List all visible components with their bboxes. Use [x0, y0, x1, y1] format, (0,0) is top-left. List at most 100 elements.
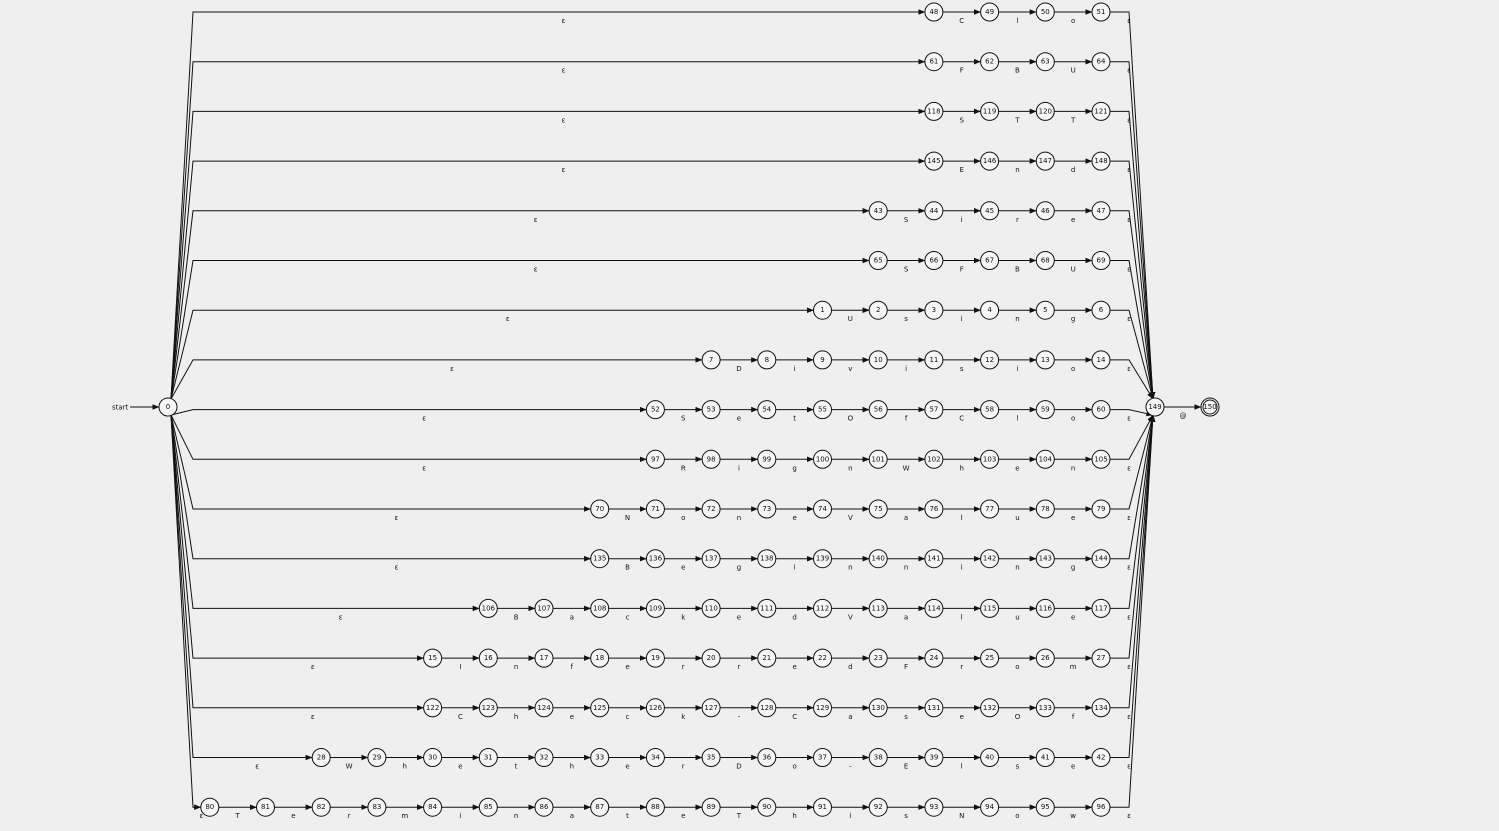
transition-label: i	[459, 812, 461, 820]
state-label: 118	[927, 107, 940, 115]
epsilon-transition-row-9	[170, 414, 647, 463]
transition-label: I	[459, 663, 461, 671]
state-label: 90	[762, 803, 771, 811]
state-node-73: 73	[757, 499, 777, 519]
state-circle	[980, 350, 1000, 370]
state-node-104: 104	[1035, 449, 1055, 469]
epsilon-to-join-label-row-6: ε	[1127, 315, 1131, 323]
state-label: 51	[1097, 8, 1106, 16]
state-label: 120	[1039, 107, 1052, 115]
state-label: 32	[540, 754, 549, 762]
transition-label: C	[458, 713, 463, 721]
state-circle	[701, 449, 721, 469]
state-circle	[645, 499, 665, 519]
state-node-96: 96	[1091, 797, 1111, 817]
state-circle	[1035, 300, 1055, 320]
state-circle	[1035, 101, 1055, 121]
state-circle	[701, 797, 721, 817]
state-node-114: 114	[924, 598, 944, 618]
state-circle	[980, 698, 1000, 718]
state-node-27: 27	[1091, 648, 1111, 668]
state-node-137: 137	[701, 549, 721, 569]
state-node-8: 8	[757, 350, 777, 370]
state-node-24: 24	[924, 648, 944, 668]
epsilon-to-join-row-13	[1110, 414, 1156, 659]
state-circle	[924, 549, 944, 569]
state-node-93: 93	[924, 797, 944, 817]
state-node-121: 121	[1091, 101, 1111, 121]
transition-label: d	[792, 613, 796, 621]
state-node-18: 18	[590, 648, 610, 668]
state-node-7: 7	[701, 350, 721, 370]
state-node-141: 141	[924, 549, 944, 569]
transition-label: U	[1071, 67, 1076, 75]
state-label: 89	[707, 803, 716, 811]
transition-label: f	[1072, 713, 1075, 721]
state-node-76: 76	[924, 499, 944, 519]
transition-label: i	[905, 365, 907, 373]
state-label: 107	[537, 604, 550, 612]
state-circle	[1091, 201, 1111, 221]
state-circle	[980, 748, 1000, 767]
epsilon-transition-row-3	[170, 158, 926, 400]
state-circle	[645, 549, 665, 569]
state-label: 74	[818, 505, 827, 513]
state-circle	[1035, 748, 1055, 767]
state-node-100: 100	[813, 449, 832, 469]
transition-label: e	[737, 415, 741, 423]
state-label: 99	[762, 455, 771, 463]
state-circle	[590, 648, 610, 668]
state-circle	[980, 52, 1000, 72]
state-label: 2	[876, 306, 880, 314]
transition-label: d	[1071, 166, 1075, 174]
state-node-52: 52	[645, 400, 665, 420]
state-circle	[1035, 52, 1055, 72]
state-node-37: 37	[813, 748, 832, 767]
state-node-98: 98	[701, 449, 721, 469]
transition-label: g	[792, 464, 796, 472]
transition-label: F	[904, 663, 908, 671]
state-node-53: 53	[701, 400, 721, 420]
state-label: 22	[818, 654, 827, 662]
state-node-56: 56	[868, 400, 888, 420]
transition-label: m	[401, 812, 408, 820]
state-node-59: 59	[1035, 400, 1055, 420]
epsilon-label-row-9: ε	[422, 464, 426, 472]
state-label: 114	[927, 604, 941, 612]
state-node-136: 136	[645, 549, 665, 569]
state-node-119: 119	[980, 101, 1000, 121]
epsilon-to-join-label-row-7: ε	[1127, 365, 1131, 373]
epsilon-label-row-13: ε	[311, 663, 315, 671]
state-label: 49	[985, 8, 994, 16]
state-circle	[868, 251, 888, 270]
transition-label: i	[1016, 365, 1018, 373]
state-node-29: 29	[367, 748, 387, 767]
state-circle	[1035, 350, 1055, 370]
state-circle	[1035, 151, 1055, 171]
transition-label: n	[1071, 464, 1075, 472]
transition-label: B	[625, 564, 630, 572]
state-label: 59	[1041, 406, 1050, 414]
state-node-10: 10	[868, 350, 888, 370]
transition-label: e	[1071, 613, 1075, 621]
state-circle	[590, 499, 610, 519]
state-node-107: 107	[534, 598, 554, 618]
transition-label: o	[1071, 415, 1075, 423]
state-node-6: 6	[1091, 300, 1111, 320]
state-label: 127	[704, 704, 717, 712]
state-label: 128	[760, 704, 773, 712]
state-node-126: 126	[645, 698, 665, 718]
state-node-61: 61	[924, 52, 944, 72]
epsilon-transition-row-2	[170, 108, 926, 400]
transition-label: e	[1071, 216, 1075, 224]
epsilon-to-join-label-row-1: ε	[1127, 67, 1131, 75]
state-label: 47	[1097, 207, 1106, 215]
state-label: 46	[1041, 207, 1050, 215]
state-circle	[980, 300, 1000, 320]
transition-label: R	[681, 464, 686, 472]
state-label: 80	[205, 803, 214, 811]
state-circle	[1091, 698, 1111, 718]
state-label: 88	[651, 803, 660, 811]
transition-label: C	[959, 415, 964, 423]
